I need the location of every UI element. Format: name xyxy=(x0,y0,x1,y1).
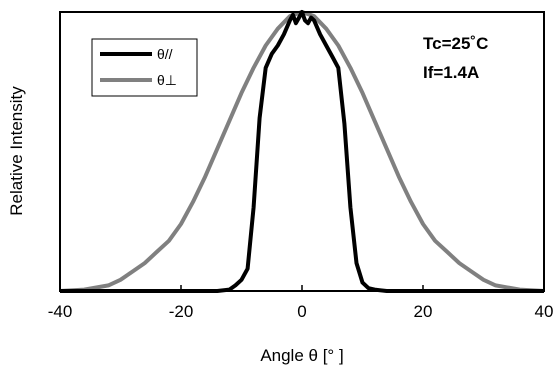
legend: θ// θ⊥ xyxy=(91,38,198,97)
annotation-temperature: Tc=25˚C xyxy=(423,34,488,53)
x-tick-label: -20 xyxy=(169,302,194,321)
x-tick-label: 20 xyxy=(414,302,433,321)
annotation-current: If=1.4A xyxy=(423,63,479,82)
legend-box xyxy=(91,38,198,97)
x-axis-label: Angle θ [° ] xyxy=(260,346,343,365)
y-axis-label: Relative Intensity xyxy=(7,86,26,216)
x-tick-label: 40 xyxy=(535,302,554,321)
x-tick-label: 0 xyxy=(297,302,306,321)
x-tick-label: -40 xyxy=(48,302,73,321)
legend-label-theta-parallel: θ// xyxy=(157,46,173,62)
x-axis-ticks: -40 -20 0 20 40 xyxy=(48,285,554,321)
legend-label-theta-perp: θ⊥ xyxy=(157,72,177,88)
